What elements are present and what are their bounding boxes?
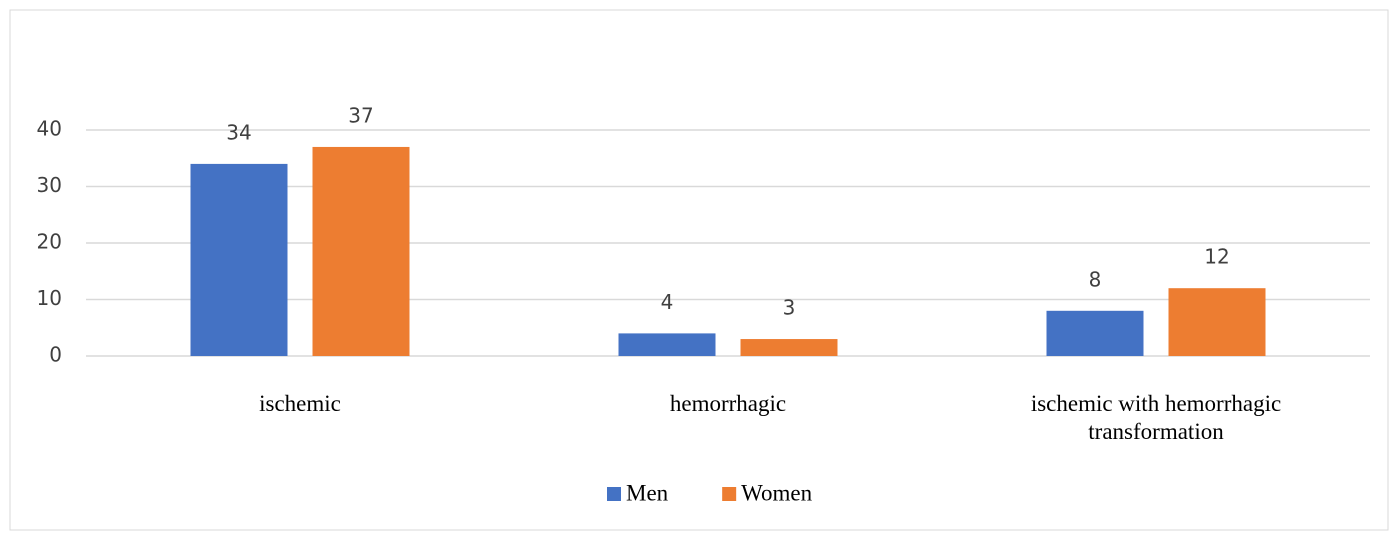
x-tick-label: ischemic with hemorrhagic transformation bbox=[1030, 391, 1282, 444]
bar bbox=[190, 163, 288, 356]
bar bbox=[312, 146, 410, 356]
bar bbox=[618, 333, 716, 356]
x-tick-label: hemorrhagic bbox=[669, 391, 787, 416]
y-tick-label: 10 bbox=[37, 286, 62, 310]
legend-swatch bbox=[607, 487, 621, 501]
data-label: 3 bbox=[783, 296, 796, 320]
data-label: 37 bbox=[348, 103, 373, 127]
legend-label: Women bbox=[741, 480, 812, 505]
data-label: 4 bbox=[661, 290, 674, 314]
legend-label: Men bbox=[626, 480, 669, 505]
data-label: 8 bbox=[1089, 267, 1102, 291]
data-label: 34 bbox=[226, 120, 251, 144]
y-tick-label: 40 bbox=[37, 117, 62, 141]
legend-swatch bbox=[722, 487, 737, 501]
x-tick-label: ischemic bbox=[259, 391, 341, 416]
y-tick-label: 0 bbox=[49, 343, 62, 367]
data-label: 12 bbox=[1204, 245, 1229, 269]
y-tick-label: 30 bbox=[37, 173, 62, 197]
y-tick-label: 20 bbox=[37, 230, 62, 254]
bar bbox=[1046, 310, 1144, 356]
bar bbox=[1168, 288, 1266, 356]
bar bbox=[740, 339, 838, 356]
